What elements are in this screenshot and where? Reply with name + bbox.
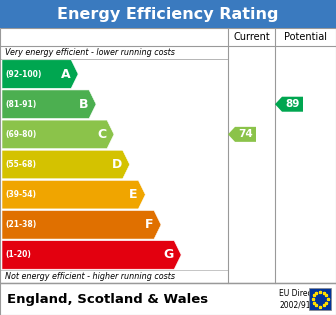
Text: (39-54): (39-54) xyxy=(5,190,36,199)
Polygon shape xyxy=(2,60,78,88)
Text: D: D xyxy=(112,158,122,171)
Polygon shape xyxy=(228,127,256,142)
Polygon shape xyxy=(2,241,181,269)
Text: (55-68): (55-68) xyxy=(5,160,36,169)
Bar xyxy=(0,283,336,315)
Polygon shape xyxy=(2,150,130,179)
Text: 74: 74 xyxy=(238,129,253,139)
Text: Potential: Potential xyxy=(284,32,327,42)
Polygon shape xyxy=(275,97,303,112)
Polygon shape xyxy=(2,90,96,118)
Bar xyxy=(0,0,336,28)
Bar xyxy=(0,28,336,283)
Text: F: F xyxy=(144,218,153,231)
Text: C: C xyxy=(97,128,106,141)
Text: (21-38): (21-38) xyxy=(5,220,36,229)
Polygon shape xyxy=(2,120,114,149)
Text: E: E xyxy=(129,188,137,201)
Polygon shape xyxy=(2,180,145,209)
Text: England, Scotland & Wales: England, Scotland & Wales xyxy=(7,293,208,306)
Text: (69-80): (69-80) xyxy=(5,130,36,139)
Text: B: B xyxy=(79,98,88,111)
Text: Current: Current xyxy=(233,32,270,42)
Text: EU Directive: EU Directive xyxy=(279,289,326,298)
Text: 89: 89 xyxy=(285,99,300,109)
Text: (1-20): (1-20) xyxy=(5,250,31,260)
Text: Very energy efficient - lower running costs: Very energy efficient - lower running co… xyxy=(5,48,175,57)
Text: 2002/91/EC: 2002/91/EC xyxy=(279,300,323,309)
Polygon shape xyxy=(2,210,161,239)
Text: (81-91): (81-91) xyxy=(5,100,36,109)
Text: (92-100): (92-100) xyxy=(5,70,41,78)
Text: Energy Efficiency Rating: Energy Efficiency Rating xyxy=(57,7,279,21)
Bar xyxy=(309,288,331,310)
Text: A: A xyxy=(60,68,70,81)
Text: G: G xyxy=(163,249,173,261)
Text: Not energy efficient - higher running costs: Not energy efficient - higher running co… xyxy=(5,272,175,281)
